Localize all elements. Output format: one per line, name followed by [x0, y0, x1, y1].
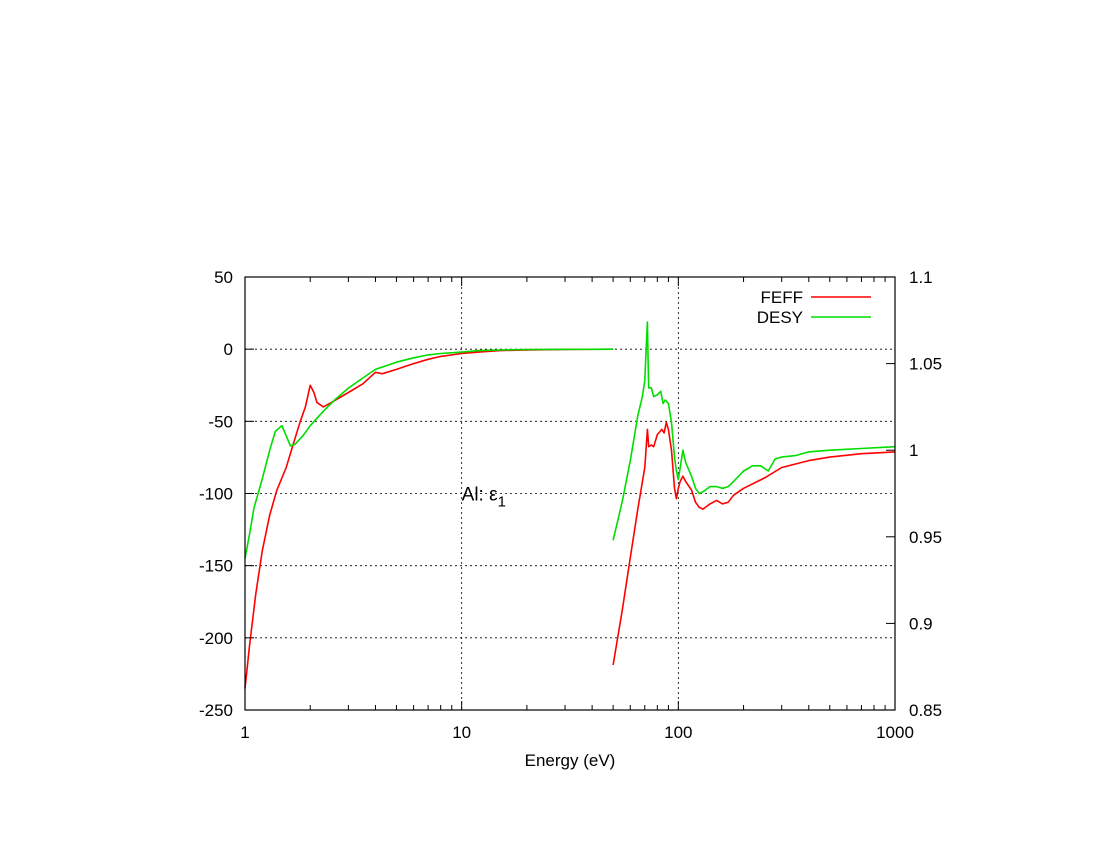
annotation-label: Al: ε1	[462, 485, 506, 511]
x-tick-label: 100	[664, 723, 692, 742]
grid-layer	[245, 277, 895, 710]
y-tick-label: -50	[208, 412, 233, 431]
annotation-text: Al: ε	[462, 485, 498, 506]
x-axis-title: Energy (eV)	[525, 751, 616, 770]
y-tick-label: 0	[224, 340, 233, 359]
x-tick-label: 1000	[876, 723, 914, 742]
series-line-desy-y2	[612, 321, 896, 541]
y-tick-label: -250	[199, 701, 233, 720]
legend: FEFF DESY	[757, 288, 871, 327]
y2-tick-label: 0.9	[909, 614, 933, 633]
y-tick-label: -200	[199, 629, 233, 648]
series-line-feff-y2	[612, 421, 896, 666]
labels-layer: 1 10 100 1000 50 0 -50 -100 -150 -200 -250 1.1 1.05 1…	[199, 268, 942, 742]
annotation-subscript: 1	[498, 494, 506, 511]
y-tick-label: -100	[199, 485, 233, 504]
y2-tick-label: 0.85	[909, 701, 942, 720]
y2-tick-label: 1.1	[909, 268, 933, 287]
y2-tick-label: 0.95	[909, 528, 942, 547]
series-layer	[244, 321, 896, 689]
series-line-desy-y	[244, 348, 614, 559]
plot-frame	[244, 276, 896, 711]
legend-label-desy: DESY	[757, 308, 803, 327]
y-tick-label: 50	[214, 268, 233, 287]
legend-label-feff: FEFF	[761, 288, 804, 307]
y2-tick-label: 1	[909, 441, 918, 460]
x-tick-label: 1	[240, 723, 249, 742]
x-tick-label: 10	[452, 723, 471, 742]
y-tick-label: -150	[199, 557, 233, 576]
y2-tick-label: 1.05	[909, 355, 942, 374]
